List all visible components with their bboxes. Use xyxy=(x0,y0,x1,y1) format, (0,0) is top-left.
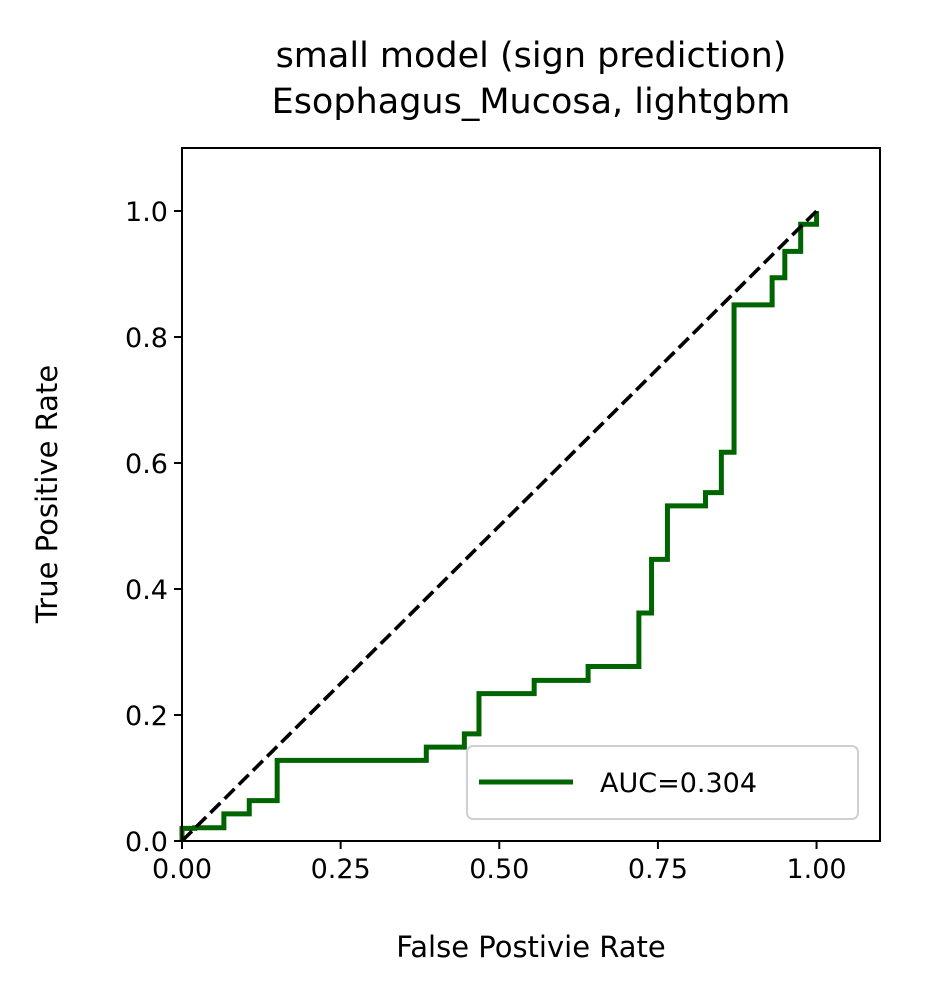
plot-area: 0.00 0.25 0.50 0.75 1.00 0.0 0.2 0.4 0.6 0.8 1.0 AU… xyxy=(125,147,881,885)
y-tick-label: 0.0 xyxy=(125,827,168,858)
x-tick-label: 1.00 xyxy=(786,854,846,885)
y-tick-label: 0.2 xyxy=(125,701,168,732)
roc-curve-line xyxy=(179,211,820,841)
legend: AUC=0.304 xyxy=(466,745,859,820)
y-tick-label: 1.0 xyxy=(125,197,168,228)
x-tick-label: 0.25 xyxy=(311,854,371,885)
x-axis-label: False Postivie Rate xyxy=(396,930,666,964)
x-tick-label: 0.50 xyxy=(469,854,529,885)
y-axis-label: True Positive Rate xyxy=(30,365,64,624)
axes-frame xyxy=(181,147,881,842)
chance-diagonal-line xyxy=(180,209,818,843)
chart-title: small model (sign prediction) xyxy=(276,36,787,76)
chart-subtitle: Esophagus_Mucosa, lightgbm xyxy=(272,82,791,122)
y-tick-label: 0.8 xyxy=(125,323,168,354)
x-tick-label: 0.75 xyxy=(628,854,688,885)
x-tick-label: 0.00 xyxy=(152,854,212,885)
legend-label: AUC=0.304 xyxy=(600,768,757,799)
legend-box xyxy=(466,745,859,820)
y-tick-label: 0.4 xyxy=(125,575,168,606)
y-tick-label: 0.6 xyxy=(125,449,168,480)
